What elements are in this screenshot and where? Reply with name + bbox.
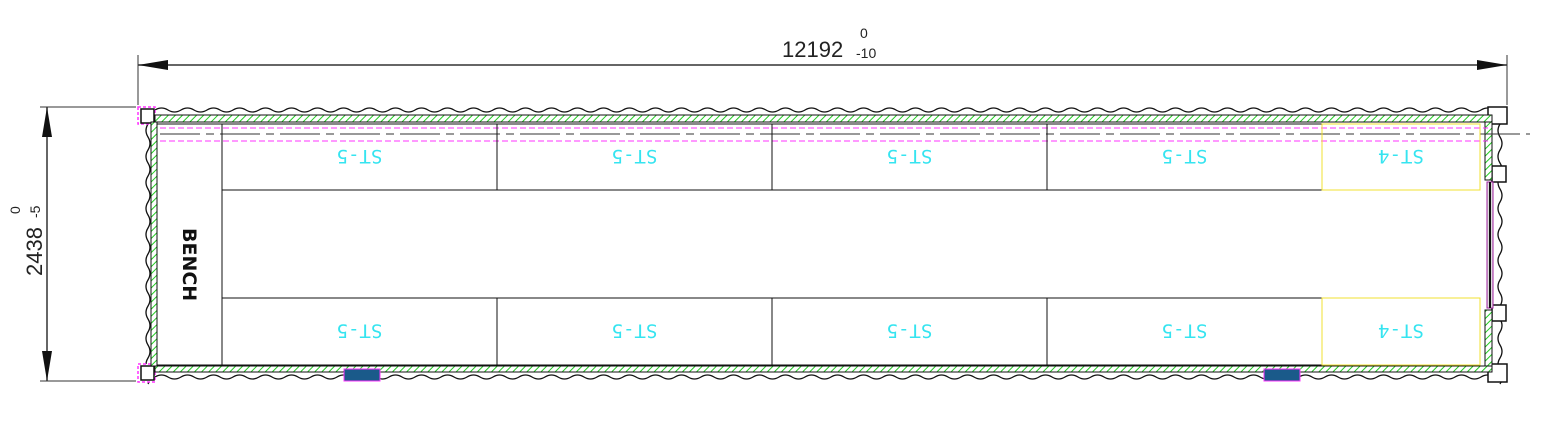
corner-castings — [137, 106, 1508, 383]
cell-label: ST-5 — [1162, 145, 1208, 167]
vent — [1263, 368, 1301, 382]
storage-cell[interactable] — [1321, 297, 1481, 366]
cell-label: ST-4 — [1378, 320, 1424, 342]
length-dimension: 12192 0 -10 — [137, 25, 1508, 105]
cell-label: ST-5 — [887, 145, 933, 167]
width-lower-tol: -5 — [27, 205, 43, 218]
length-upper-tol: 0 — [860, 25, 868, 41]
corrugated-wall — [145, 107, 1508, 385]
length-lower-tol: -10 — [856, 45, 876, 61]
cell-label: ST-4 — [1378, 145, 1424, 167]
width-dimension: 2438 0 -5 — [7, 106, 136, 382]
door[interactable] — [1486, 181, 1494, 309]
cell-label: ST-5 — [887, 320, 933, 342]
vent — [343, 368, 381, 382]
width-upper-tol: 0 — [7, 206, 23, 214]
width-value: 2438 — [22, 227, 47, 276]
wall-panels — [150, 114, 1493, 373]
storage-cell[interactable] — [1321, 123, 1481, 191]
cell-label: ST-5 — [612, 320, 658, 342]
cell-label: ST-5 — [1162, 320, 1208, 342]
length-value: 12192 — [782, 37, 843, 62]
cell-label: ST-5 — [612, 145, 658, 167]
bench[interactable]: BENCH — [156, 123, 223, 366]
cell-label: ST-5 — [337, 320, 383, 342]
bench-label: BENCH — [178, 228, 200, 301]
cell-label: ST-5 — [337, 145, 383, 167]
